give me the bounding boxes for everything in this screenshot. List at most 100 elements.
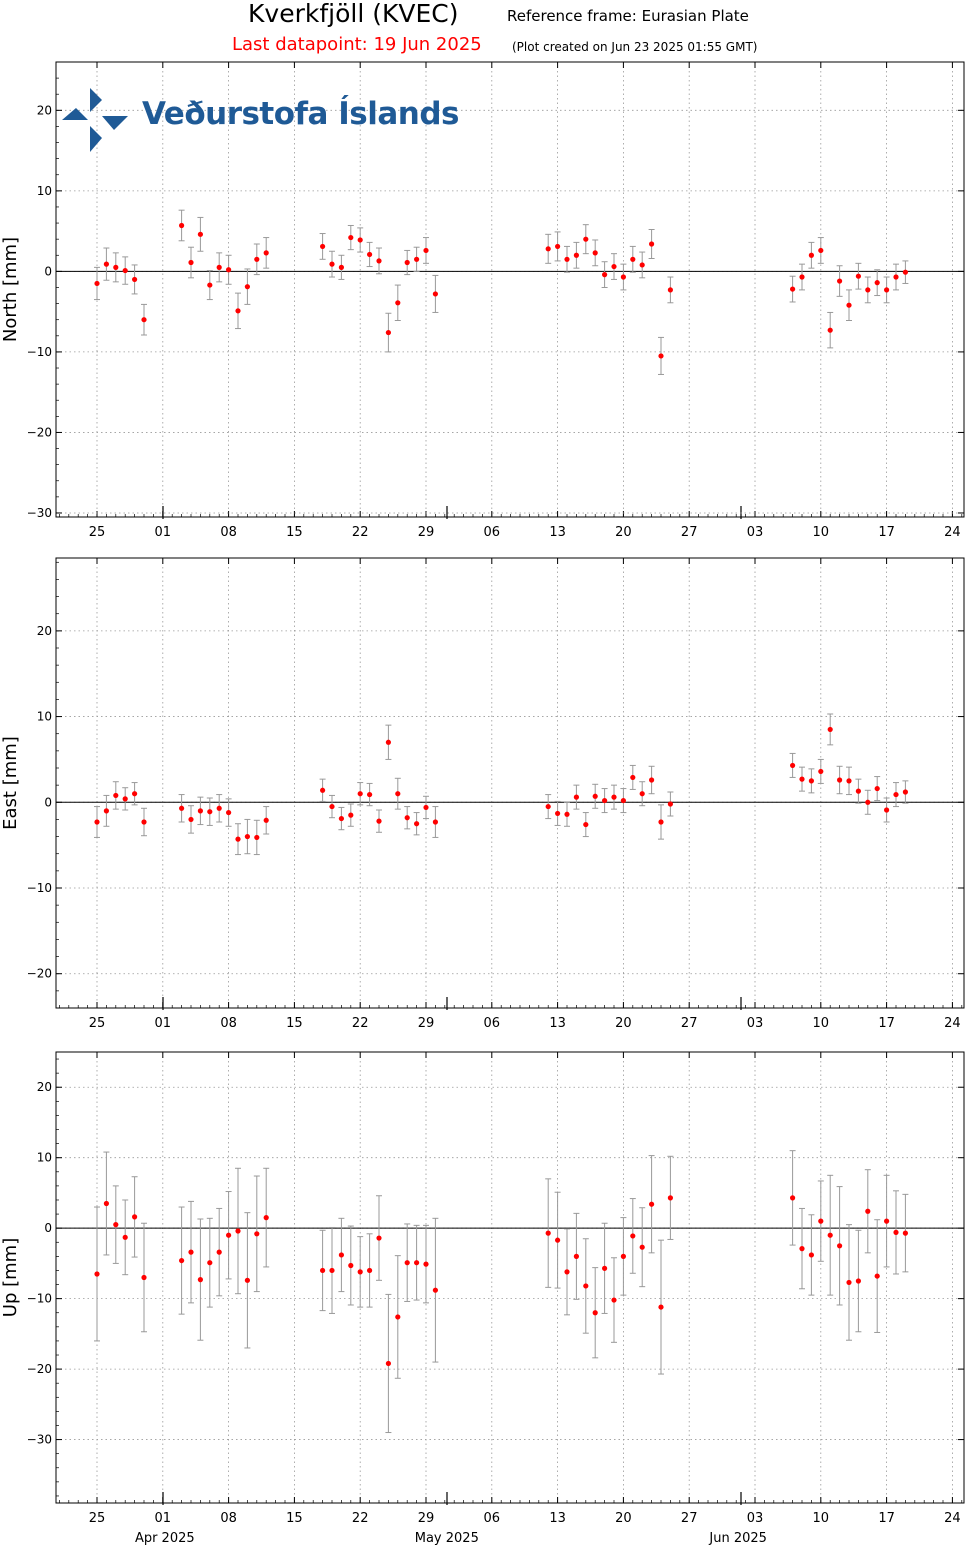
data-point [893, 274, 899, 280]
x-tick-label: 10 [813, 1016, 830, 1031]
data-point [226, 267, 232, 273]
data-point [348, 1262, 354, 1269]
data-point [132, 1214, 138, 1220]
data-point [385, 1360, 391, 1367]
data-point [404, 1260, 410, 1266]
y-tick-label: −30 [27, 1433, 52, 1447]
x-tick-label: 13 [549, 525, 566, 540]
data-point [329, 1267, 335, 1274]
data-point [141, 317, 147, 323]
data-point [122, 267, 128, 274]
y-tick-label: 20 [37, 1080, 52, 1094]
x-tick-label: 10 [813, 525, 830, 540]
data-point [620, 797, 627, 804]
data-point [799, 274, 805, 280]
data-point [639, 791, 645, 797]
x-tick-label: 06 [484, 1511, 501, 1526]
data-point [620, 1253, 627, 1259]
data-point [141, 1274, 147, 1281]
month-label: May 2025 [415, 1531, 479, 1546]
data-point [611, 794, 617, 800]
data-point [902, 269, 909, 275]
data-point [639, 1244, 645, 1250]
data-point [902, 1230, 909, 1236]
data-point [799, 1246, 805, 1252]
last-datapoint-label: Last datapoint: 19 Jun 2025 [232, 34, 482, 55]
data-point [639, 262, 645, 268]
data-point [329, 261, 335, 267]
data-point [630, 1233, 636, 1239]
data-point [573, 1253, 580, 1259]
x-tick-label: 20 [615, 1511, 632, 1526]
data-point [338, 264, 344, 270]
data-point [611, 263, 617, 270]
data-point [545, 1230, 551, 1236]
data-point [376, 1235, 382, 1241]
data-point [188, 1249, 194, 1255]
data-point [414, 256, 420, 262]
data-point [611, 1297, 617, 1303]
data-point [555, 1237, 561, 1243]
x-tick-label: 15 [286, 1511, 303, 1526]
data-point [630, 774, 636, 781]
data-point [592, 250, 598, 256]
data-point [884, 807, 890, 813]
data-point [263, 1215, 269, 1221]
data-point [113, 792, 119, 799]
x-tick-label: 27 [681, 525, 698, 540]
data-point [658, 819, 664, 825]
y-tick-label: −10 [27, 1292, 52, 1306]
data-point [367, 791, 373, 798]
data-point [545, 803, 551, 810]
data-point [818, 1218, 824, 1224]
x-tick-label: 03 [747, 1016, 764, 1031]
data-point [197, 231, 203, 237]
data-point [649, 241, 655, 247]
data-point [179, 805, 185, 811]
data-point [808, 778, 815, 784]
y-tick-label: 10 [37, 710, 52, 724]
plot-header: Kverkfjöll (KVEC) Reference frame: Euras… [0, 0, 968, 62]
data-point [667, 801, 674, 807]
data-point [357, 1269, 363, 1275]
data-point [103, 261, 109, 267]
data-point [94, 1271, 100, 1277]
x-tick-label: 06 [484, 525, 501, 540]
data-point [207, 809, 213, 815]
data-point [592, 793, 598, 799]
data-point [573, 252, 580, 258]
data-point [649, 777, 655, 783]
x-tick-label: 29 [418, 1016, 435, 1031]
x-tick-label: 29 [418, 1511, 435, 1526]
x-tick-label: 10 [813, 1511, 830, 1526]
data-point [376, 818, 382, 824]
y-tick-label: −20 [27, 425, 52, 439]
data-point [235, 1228, 241, 1234]
data-point [254, 834, 260, 841]
data-point [395, 1314, 401, 1320]
x-tick-label: 01 [155, 1511, 172, 1526]
data-point [658, 353, 664, 359]
y-axis-label: North [mm] [0, 237, 21, 342]
y-tick-label: −10 [27, 881, 52, 895]
data-point [874, 280, 880, 286]
data-point [865, 1208, 871, 1214]
data-point [395, 791, 401, 797]
data-point [338, 1252, 344, 1258]
x-tick-label: 15 [286, 525, 303, 540]
x-tick-label: 20 [615, 1016, 632, 1031]
data-point [94, 819, 100, 825]
vedurstofa-emblem-icon [62, 88, 128, 152]
x-tick-label: 20 [615, 525, 632, 540]
data-point [367, 1267, 373, 1274]
data-point [602, 272, 608, 278]
data-point [846, 302, 852, 308]
x-tick-label: 17 [878, 1511, 895, 1526]
data-point [884, 287, 890, 293]
x-tick-label: 08 [220, 525, 237, 540]
plot-frame [55, 61, 965, 518]
x-tick-label: 22 [352, 525, 369, 540]
x-tick-label: 13 [549, 1511, 566, 1526]
data-point [602, 797, 608, 804]
data-point [790, 1195, 796, 1201]
